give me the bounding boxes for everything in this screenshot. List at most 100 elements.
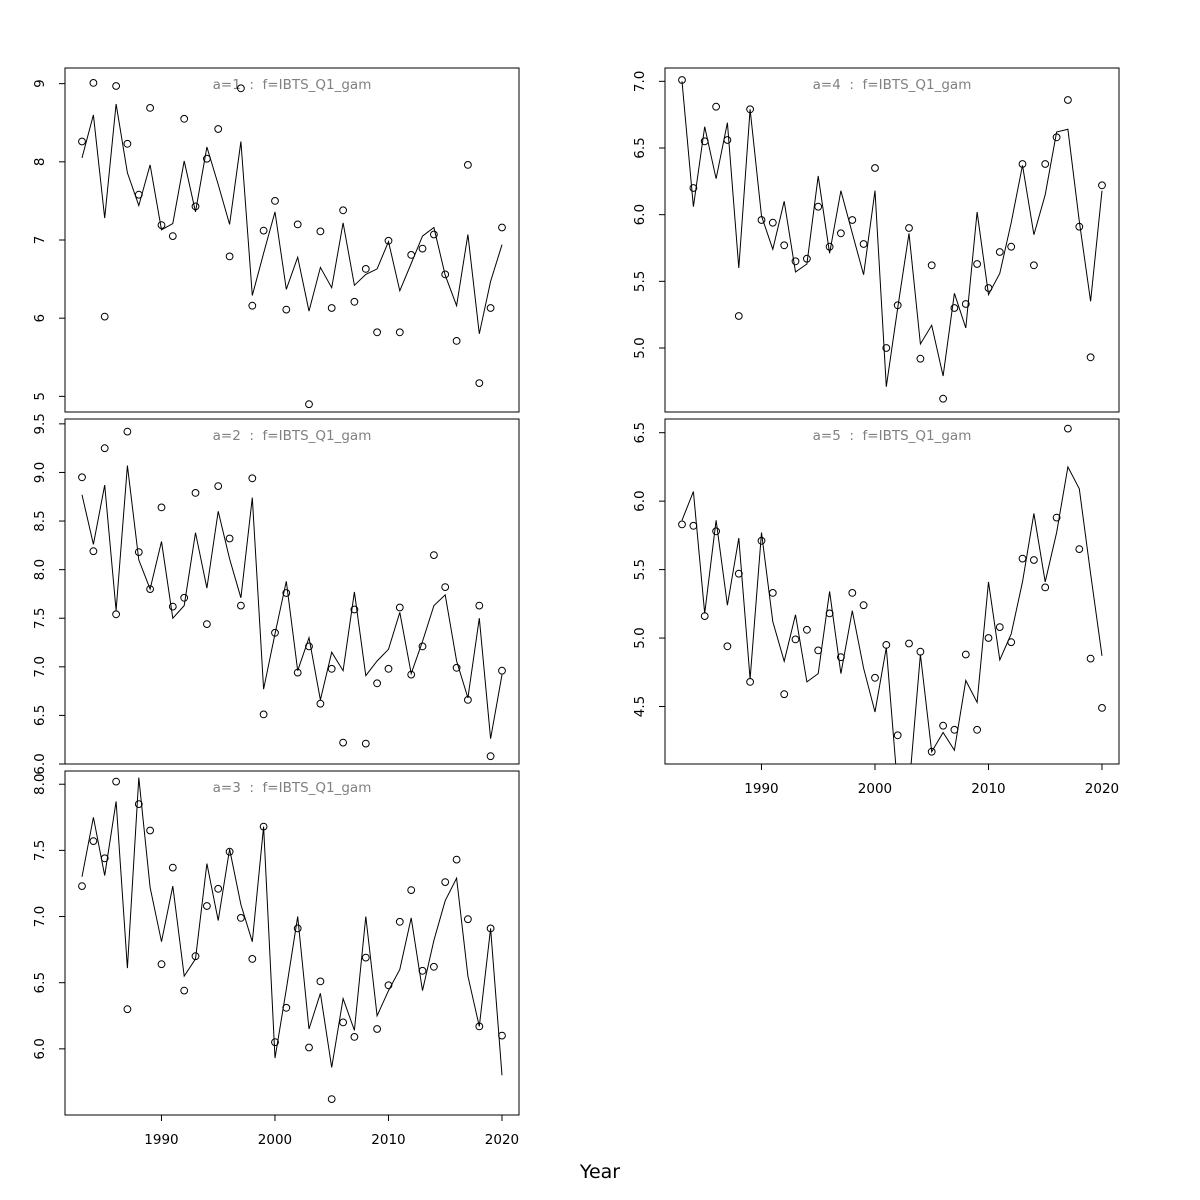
panel-2-observed-point bbox=[259, 710, 268, 719]
panel-5-observed-point bbox=[995, 623, 1004, 631]
panel-1-observed-point bbox=[89, 79, 98, 87]
panel-3-observed-point bbox=[78, 882, 86, 890]
panel-5-observed-point bbox=[905, 639, 913, 648]
panel-3-observed-point bbox=[282, 1003, 291, 1012]
panel-5-observed-point bbox=[859, 601, 868, 610]
x-axis-label: Year bbox=[579, 1161, 620, 1183]
panel-2-observed-point bbox=[100, 444, 109, 453]
panel-5-observed-point bbox=[1007, 638, 1016, 647]
panel-2-observed-point bbox=[157, 503, 166, 512]
panel-2-observed-point bbox=[191, 489, 200, 497]
panel-1-frame bbox=[64, 67, 520, 413]
panel-3-y-tick-label: 6.0 bbox=[32, 1038, 48, 1059]
panel-5-observed-point bbox=[1075, 545, 1084, 553]
panel-2-observed-point bbox=[486, 752, 495, 761]
panel-4-observed-point bbox=[984, 284, 993, 292]
panel-3-observed-point bbox=[237, 914, 245, 922]
panel-5-observed-point bbox=[712, 527, 720, 536]
panel-4-title: a=4 : f=IBTS_Q1_gam bbox=[813, 77, 972, 93]
panel-3-observed-point bbox=[441, 878, 450, 886]
panel-2-observed-point bbox=[168, 602, 177, 611]
panel-2-title: a=2 : f=IBTS_Q1_gam bbox=[213, 428, 372, 444]
panel-5-observed-point bbox=[950, 725, 959, 734]
panel-5-x-tick-label: 1990 bbox=[744, 781, 778, 797]
panel-1-observed-point bbox=[123, 139, 132, 148]
panel-1-observed-point bbox=[452, 337, 461, 345]
panel-5-observed-point bbox=[837, 653, 845, 662]
panel-2-observed-point bbox=[282, 589, 291, 597]
panel-1-y-tick-label: 5 bbox=[32, 392, 48, 401]
panel-4-observed-point bbox=[995, 248, 1004, 256]
panel-5-observed-point bbox=[803, 625, 811, 634]
panel-2-observed-point bbox=[214, 482, 223, 491]
panel-2-observed-point bbox=[248, 474, 257, 483]
panel-3-observed-point bbox=[157, 960, 166, 969]
panel-3-observed-point bbox=[305, 1043, 313, 1052]
panel-3-observed-point bbox=[203, 902, 211, 910]
panel-1-observed-point bbox=[237, 84, 245, 93]
panel-4: a=4 : f=IBTS_Q1_gam 5.0 5.5 6.0 6.5 7.0 bbox=[632, 67, 1120, 413]
panel-2-observed-point bbox=[271, 628, 279, 637]
panel-5-observed-point bbox=[1086, 654, 1095, 663]
panel-5-observed-point bbox=[848, 589, 857, 597]
panel-4-observed-point bbox=[973, 260, 981, 268]
panel-5-observed-point bbox=[780, 690, 789, 699]
panel-2-observed-point bbox=[407, 670, 416, 679]
panel-3-y-tick-label: 7.5 bbox=[32, 840, 48, 861]
panel-2-y-tick-label: 6.0 bbox=[32, 753, 48, 774]
panel-5-y-tick-label: 6.0 bbox=[632, 490, 648, 511]
panel-2-observed-point bbox=[180, 593, 189, 602]
panel-3-fitted-line bbox=[81, 777, 503, 1076]
panel-4-observed-point bbox=[700, 137, 709, 146]
panel-2-observed-point bbox=[203, 620, 211, 628]
panel-2-y-tick-label: 8.0 bbox=[32, 559, 48, 580]
panel-4-observed-point bbox=[837, 229, 845, 238]
panel-3-observed-point bbox=[452, 855, 461, 864]
panel-2-observed-point bbox=[305, 642, 313, 651]
panel-4-y-tick-label: 6.5 bbox=[632, 137, 648, 158]
panel-1-observed-point bbox=[316, 227, 325, 236]
panel-3-observed-point bbox=[361, 953, 370, 962]
panel-5-observed-point bbox=[1018, 554, 1027, 563]
panel-3-observed-point bbox=[191, 952, 200, 961]
panel-2-observed-point bbox=[237, 601, 245, 610]
panel-1-observed-point bbox=[498, 223, 506, 232]
panel-2-observed-point bbox=[293, 668, 302, 677]
panel-1-y-tick-label: 6 bbox=[32, 314, 48, 323]
panel-4-observed-point bbox=[859, 240, 868, 248]
panel-2-observed-point bbox=[498, 666, 506, 675]
panel-4-y-tick-label: 5.0 bbox=[632, 337, 648, 358]
panel-3-x-tick-label: 2010 bbox=[371, 1132, 405, 1148]
panel-1-observed-point bbox=[100, 312, 109, 321]
panel-1-observed-point bbox=[225, 252, 234, 261]
panel-5-observed-point bbox=[723, 642, 732, 651]
panel-3-observed-point bbox=[146, 826, 155, 835]
panel-3-observed-point bbox=[214, 884, 223, 893]
panel-1-observed-point bbox=[78, 137, 86, 146]
panel-2-observed-point bbox=[123, 427, 132, 436]
panel-5-fitted-line bbox=[681, 465, 1103, 764]
panel-4-observed-point bbox=[814, 202, 823, 211]
panel-5-title: a=5 : f=IBTS_Q1_gam bbox=[813, 428, 972, 444]
panel-5-observed-point bbox=[814, 646, 823, 655]
panel-1-y-tick-label: 7 bbox=[32, 236, 48, 245]
panel-4-observed-point bbox=[1052, 133, 1061, 142]
panel-2-observed-point bbox=[146, 585, 155, 593]
panel-4-fitted-line bbox=[681, 81, 1103, 387]
panel-5-y-tick-label: 6.5 bbox=[632, 422, 648, 443]
panel-3-observed-point bbox=[100, 854, 109, 863]
panel-2-observed-point bbox=[339, 738, 348, 747]
panel-4-observed-point bbox=[723, 136, 732, 144]
panel-2-fitted-line bbox=[81, 465, 503, 739]
panel-1-observed-point bbox=[361, 265, 370, 273]
panel-2: a=2 : f=IBTS_Q1_gam 6.0 6.5 7.0 7.5 8.0 8.5 9.0… bbox=[32, 413, 520, 775]
panel-1-observed-point bbox=[180, 114, 189, 123]
panel-1: a=1 : f=IBTS_Q1_gam 5 6 7 8 9 bbox=[32, 67, 520, 413]
panel-2-observed-point bbox=[134, 548, 143, 556]
panel-1-observed-point bbox=[475, 379, 484, 388]
panel-5-observed-point bbox=[973, 725, 981, 734]
panel-5-observed-point bbox=[689, 521, 698, 530]
panel-3-observed-point bbox=[373, 1025, 382, 1033]
panel-4-y-tick-label: 7.0 bbox=[632, 71, 648, 92]
panel-5-x-tick-label: 2010 bbox=[971, 781, 1005, 797]
